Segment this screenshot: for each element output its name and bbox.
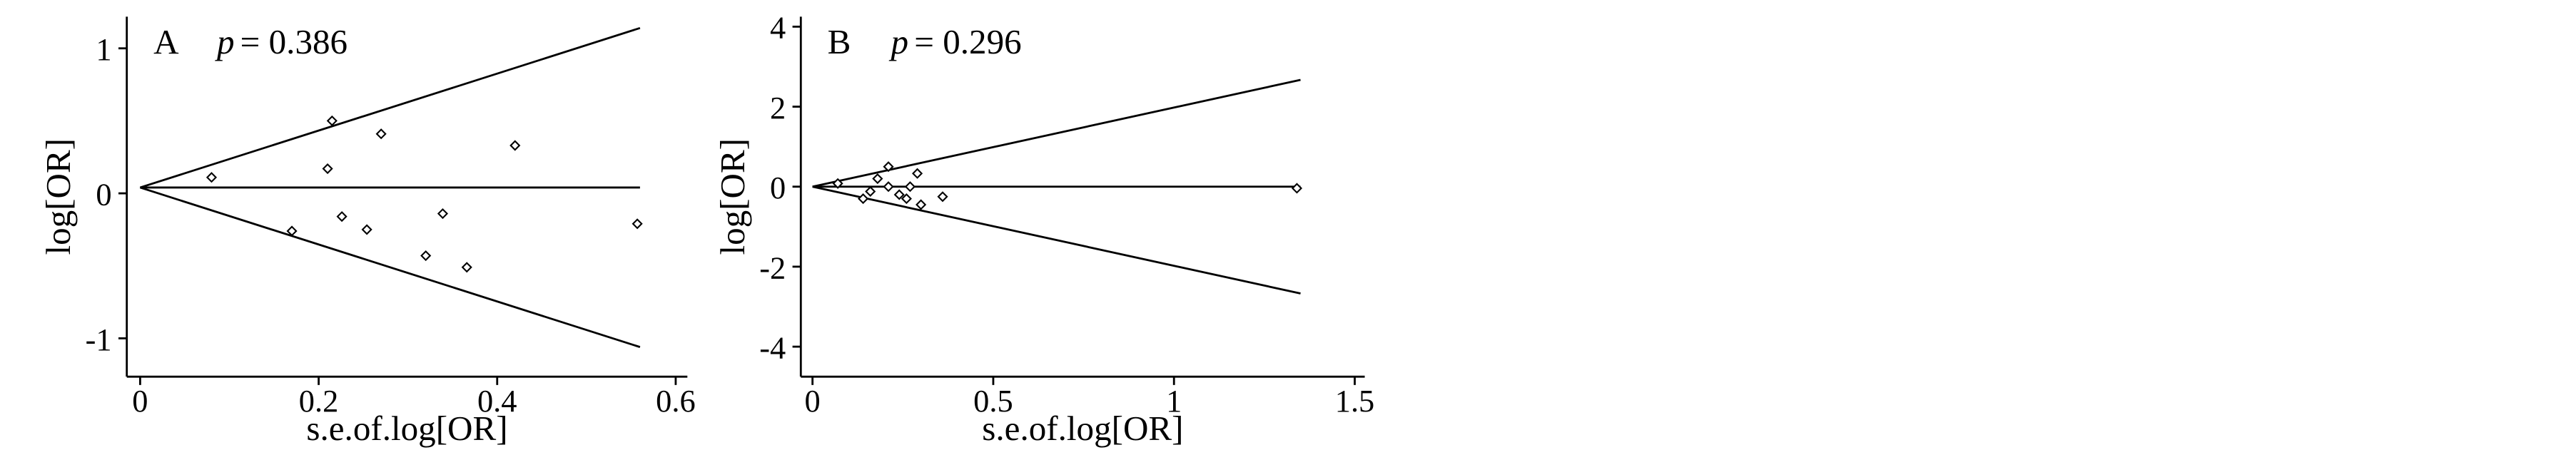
x-tick-label: 1 [1166, 383, 1182, 419]
y-tick-label: -2 [759, 250, 786, 285]
point [361, 224, 372, 235]
p-symbol: p [215, 22, 235, 61]
point [883, 161, 894, 173]
point [916, 199, 927, 210]
point [420, 250, 432, 262]
point [883, 181, 894, 193]
panel-label: B [828, 22, 851, 61]
point [937, 191, 948, 203]
funnel-line [139, 26, 641, 189]
y-tick-label: -4 [759, 329, 786, 365]
point [911, 168, 923, 179]
point [437, 208, 449, 220]
p-value: = 0.296 [914, 22, 1021, 61]
point [901, 193, 912, 205]
point [893, 189, 905, 200]
x-tick-label: 0.2 [299, 383, 339, 419]
funnel-line [139, 186, 641, 348]
point [286, 225, 298, 237]
y-tick-label: 2 [770, 90, 786, 126]
point [904, 181, 916, 193]
funnel-line [812, 78, 1301, 188]
point [461, 262, 472, 273]
funnel-line [812, 185, 1301, 295]
y-tick-label: 0 [770, 170, 786, 205]
x-tick-label: 0 [132, 383, 148, 419]
point [632, 218, 643, 230]
point [375, 128, 387, 140]
point [865, 185, 876, 198]
x-axis-label: s.e.of.log[OR] [306, 409, 507, 448]
y-tick-label: 0 [96, 176, 111, 212]
y-tick-label: -1 [86, 322, 112, 357]
point [1291, 183, 1303, 194]
x-tick-label: 0.4 [477, 383, 517, 419]
x-tick-label: 0.6 [656, 383, 696, 419]
point [872, 173, 883, 185]
y-axis-label: log[OR] [39, 138, 78, 255]
y-tick-label: 4 [770, 10, 786, 46]
p-value: = 0.386 [240, 22, 348, 61]
point [326, 115, 338, 126]
x-axis-label: s.e.of.log[OR] [982, 409, 1183, 448]
y-tick-label: 1 [96, 31, 111, 67]
x-tick-label: 1.5 [1335, 383, 1375, 419]
x-tick-label: 0.5 [973, 383, 1013, 419]
point [206, 172, 218, 183]
x-tick-label: 0 [805, 383, 821, 419]
point [336, 211, 348, 223]
y-axis-label: log[OR] [713, 138, 752, 255]
point [858, 193, 869, 205]
point [832, 178, 843, 189]
panel-label: A [153, 22, 179, 61]
point [322, 163, 333, 175]
point [509, 140, 521, 151]
p-symbol: p [889, 22, 909, 61]
